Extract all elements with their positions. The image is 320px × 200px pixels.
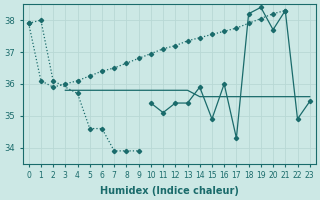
X-axis label: Humidex (Indice chaleur): Humidex (Indice chaleur) <box>100 186 239 196</box>
